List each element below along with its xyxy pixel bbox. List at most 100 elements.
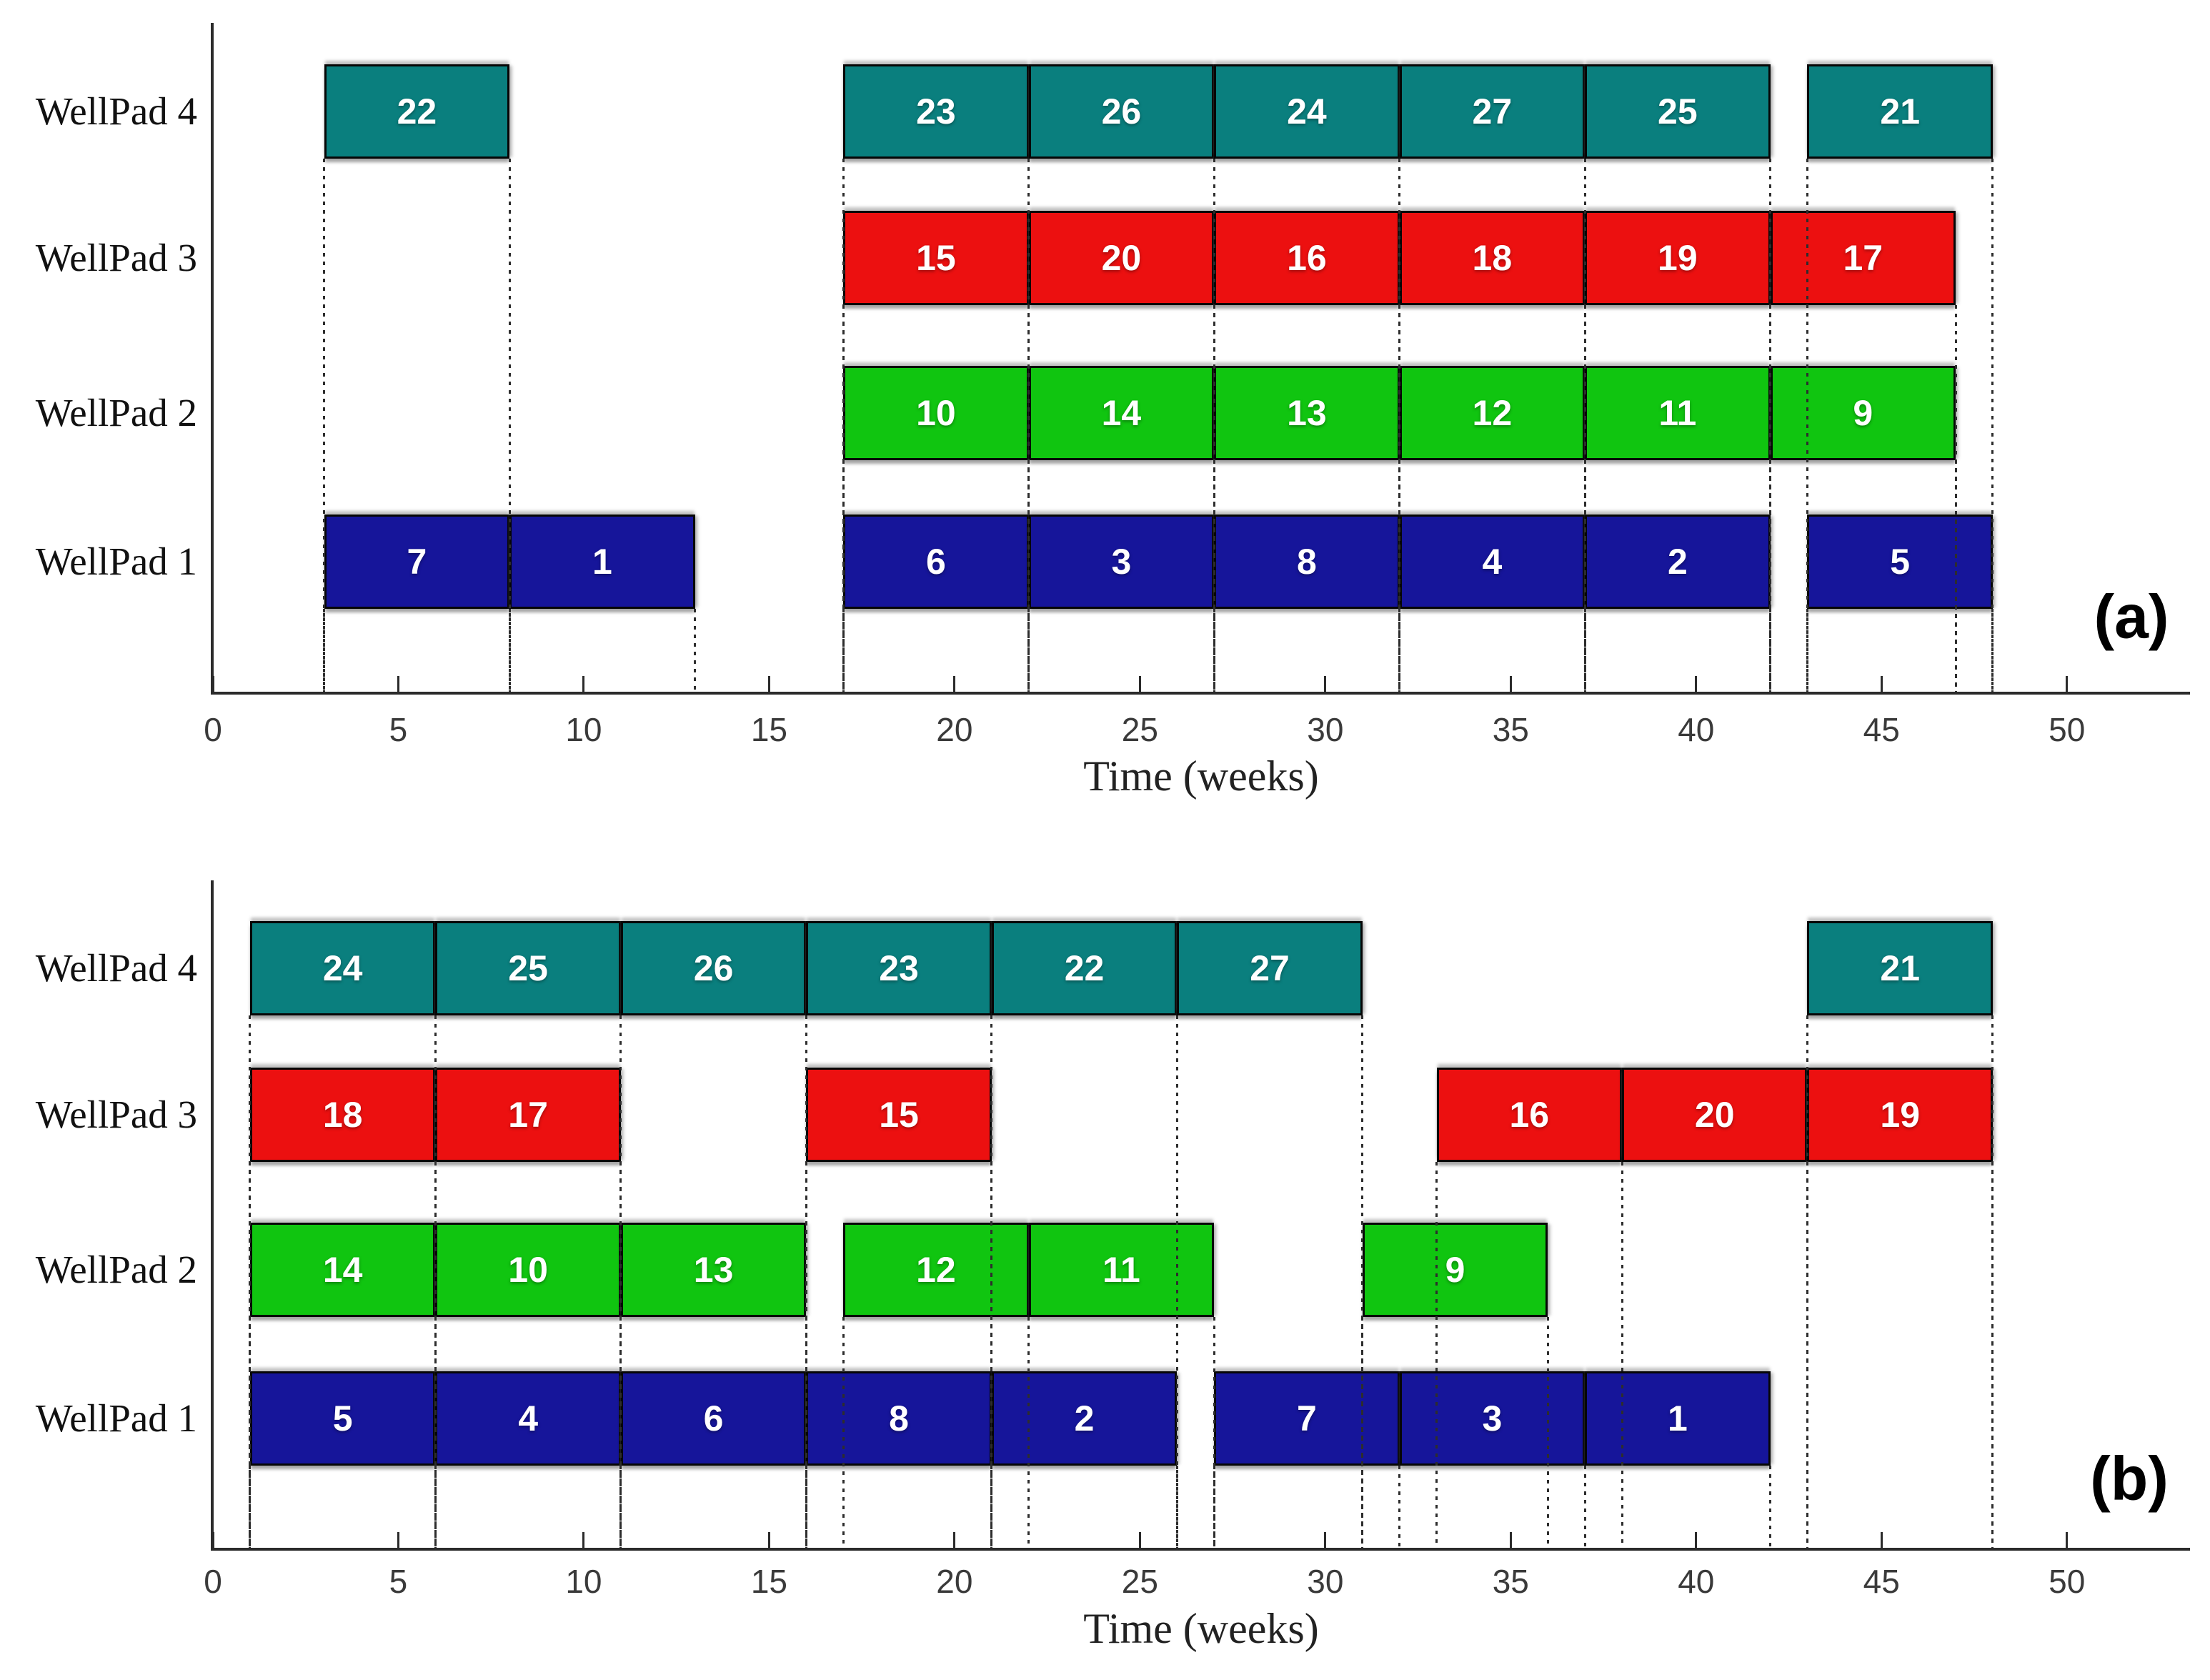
x-tick-label: 25 bbox=[1121, 711, 1158, 748]
bar-task-number: 25 bbox=[508, 948, 548, 989]
boundary-dotted-line bbox=[990, 1161, 993, 1548]
boundary-dotted-line bbox=[1546, 1316, 1549, 1548]
row-label: WellPad 1 bbox=[35, 540, 197, 584]
boundary-dotted-line bbox=[1027, 1316, 1030, 1548]
gantt-bar: 14 bbox=[1028, 365, 1215, 460]
gantt-bar: 20 bbox=[1028, 210, 1215, 305]
boundary-dotted-line bbox=[990, 1015, 993, 1548]
boundary-dotted-line bbox=[1027, 1316, 1030, 1548]
bar-task-number: 3 bbox=[1482, 1398, 1503, 1438]
bar-task-number: 17 bbox=[508, 1094, 548, 1135]
gantt-bar: 11 bbox=[1028, 1222, 1215, 1317]
boundary-dotted-line bbox=[1398, 158, 1401, 692]
boundary-dotted-line bbox=[1213, 158, 1215, 692]
bar-task-number: 7 bbox=[407, 542, 427, 582]
x-tick bbox=[767, 1532, 770, 1548]
x-tick-label: 40 bbox=[1678, 1563, 1715, 1600]
boundary-dotted-line bbox=[1806, 1161, 1808, 1548]
gantt-bar: 21 bbox=[1807, 921, 1993, 1016]
boundary-dotted-line bbox=[1213, 1465, 1215, 1548]
gantt-bar: 8 bbox=[1214, 515, 1400, 610]
boundary-dotted-line bbox=[619, 1015, 622, 1548]
x-tick bbox=[1324, 676, 1327, 692]
gantt-bar: 27 bbox=[1399, 64, 1586, 159]
boundary-dotted-line bbox=[1361, 1316, 1364, 1548]
row-label: WellPad 4 bbox=[35, 946, 197, 990]
bar-task-number: 24 bbox=[322, 948, 363, 989]
bar-task-number: 21 bbox=[1880, 91, 1921, 131]
boundary-dotted-line bbox=[842, 609, 845, 692]
x-axis bbox=[211, 1548, 2190, 1551]
boundary-dotted-line bbox=[1769, 304, 1772, 692]
gantt-bar: 13 bbox=[620, 1222, 807, 1317]
bar-task-number: 12 bbox=[916, 1249, 956, 1290]
bar-task-number: 7 bbox=[1296, 1398, 1317, 1438]
bar-task-number: 15 bbox=[916, 237, 956, 278]
gantt-bar: 1 bbox=[1585, 1371, 1771, 1466]
boundary-dotted-line bbox=[1361, 1015, 1364, 1548]
boundary-dotted-line bbox=[1991, 1161, 1994, 1548]
gantt-bar: 14 bbox=[249, 1222, 436, 1317]
bar-task-number: 13 bbox=[693, 1249, 734, 1290]
boundary-dotted-line bbox=[1954, 304, 1957, 692]
gantt-bar: 12 bbox=[1399, 365, 1586, 460]
gantt-bar: 10 bbox=[843, 365, 1029, 460]
x-tick-label: 0 bbox=[204, 711, 222, 748]
x-tick bbox=[582, 676, 585, 692]
gantt-bar: 25 bbox=[1585, 64, 1771, 159]
gantt-bar: 4 bbox=[1399, 515, 1586, 610]
boundary-dotted-line bbox=[434, 1465, 437, 1548]
x-axis-title: Time (weeks) bbox=[1083, 1605, 1319, 1652]
bar-task-number: 22 bbox=[1064, 948, 1105, 989]
boundary-dotted-line bbox=[1806, 609, 1808, 692]
boundary-dotted-line bbox=[508, 158, 511, 692]
bar-task-number: 11 bbox=[1102, 1249, 1140, 1290]
bar-task-number: 26 bbox=[1101, 91, 1142, 131]
boundary-dotted-line bbox=[619, 1161, 622, 1548]
boundary-dotted-line bbox=[434, 1465, 437, 1548]
x-tick bbox=[2066, 1532, 2069, 1548]
bar-task-number: 2 bbox=[1074, 1398, 1095, 1438]
bar-task-number: 15 bbox=[879, 1094, 919, 1135]
boundary-dotted-line bbox=[1583, 459, 1586, 692]
boundary-dotted-line bbox=[1398, 158, 1401, 692]
x-tick bbox=[397, 676, 399, 692]
x-tick bbox=[953, 676, 956, 692]
boundary-dotted-line bbox=[842, 304, 845, 692]
boundary-dotted-line bbox=[1954, 459, 1957, 692]
boundary-dotted-line bbox=[1213, 459, 1215, 692]
bar-task-number: 4 bbox=[518, 1398, 538, 1438]
boundary-dotted-line bbox=[1027, 459, 1030, 692]
bar-task-number: 1 bbox=[592, 542, 612, 582]
boundary-dotted-line bbox=[434, 1161, 437, 1548]
x-tick-label: 5 bbox=[389, 1563, 408, 1600]
boundary-dotted-line bbox=[1213, 609, 1215, 692]
boundary-dotted-line bbox=[1175, 1465, 1178, 1548]
gantt-bar: 22 bbox=[324, 64, 510, 159]
x-tick bbox=[1695, 676, 1698, 692]
x-tick bbox=[211, 676, 214, 692]
row-label: WellPad 2 bbox=[35, 390, 197, 434]
x-tick bbox=[1509, 1532, 1512, 1548]
gantt-bar: 26 bbox=[1028, 64, 1215, 159]
bar-task-number: 5 bbox=[332, 1398, 353, 1438]
x-tick-label: 5 bbox=[389, 711, 408, 748]
boundary-dotted-line bbox=[1769, 609, 1772, 692]
gantt-bar: 17 bbox=[1770, 210, 1956, 305]
boundary-dotted-line bbox=[1398, 1465, 1401, 1548]
gantt-bar: 22 bbox=[991, 921, 1178, 1016]
bar-task-number: 5 bbox=[1890, 542, 1911, 582]
x-tick-label: 50 bbox=[2049, 711, 2086, 748]
boundary-dotted-line bbox=[805, 1465, 807, 1548]
boundary-dotted-line bbox=[1398, 609, 1401, 692]
bar-task-number: 23 bbox=[916, 91, 956, 131]
boundary-dotted-line bbox=[990, 1465, 993, 1548]
x-tick bbox=[767, 676, 770, 692]
x-tick bbox=[397, 1532, 399, 1548]
gantt-bar: 15 bbox=[806, 1067, 992, 1162]
boundary-dotted-line bbox=[1769, 304, 1772, 692]
bar-task-number: 6 bbox=[926, 542, 946, 582]
boundary-dotted-line bbox=[1398, 609, 1401, 692]
boundary-dotted-line bbox=[1769, 459, 1772, 692]
